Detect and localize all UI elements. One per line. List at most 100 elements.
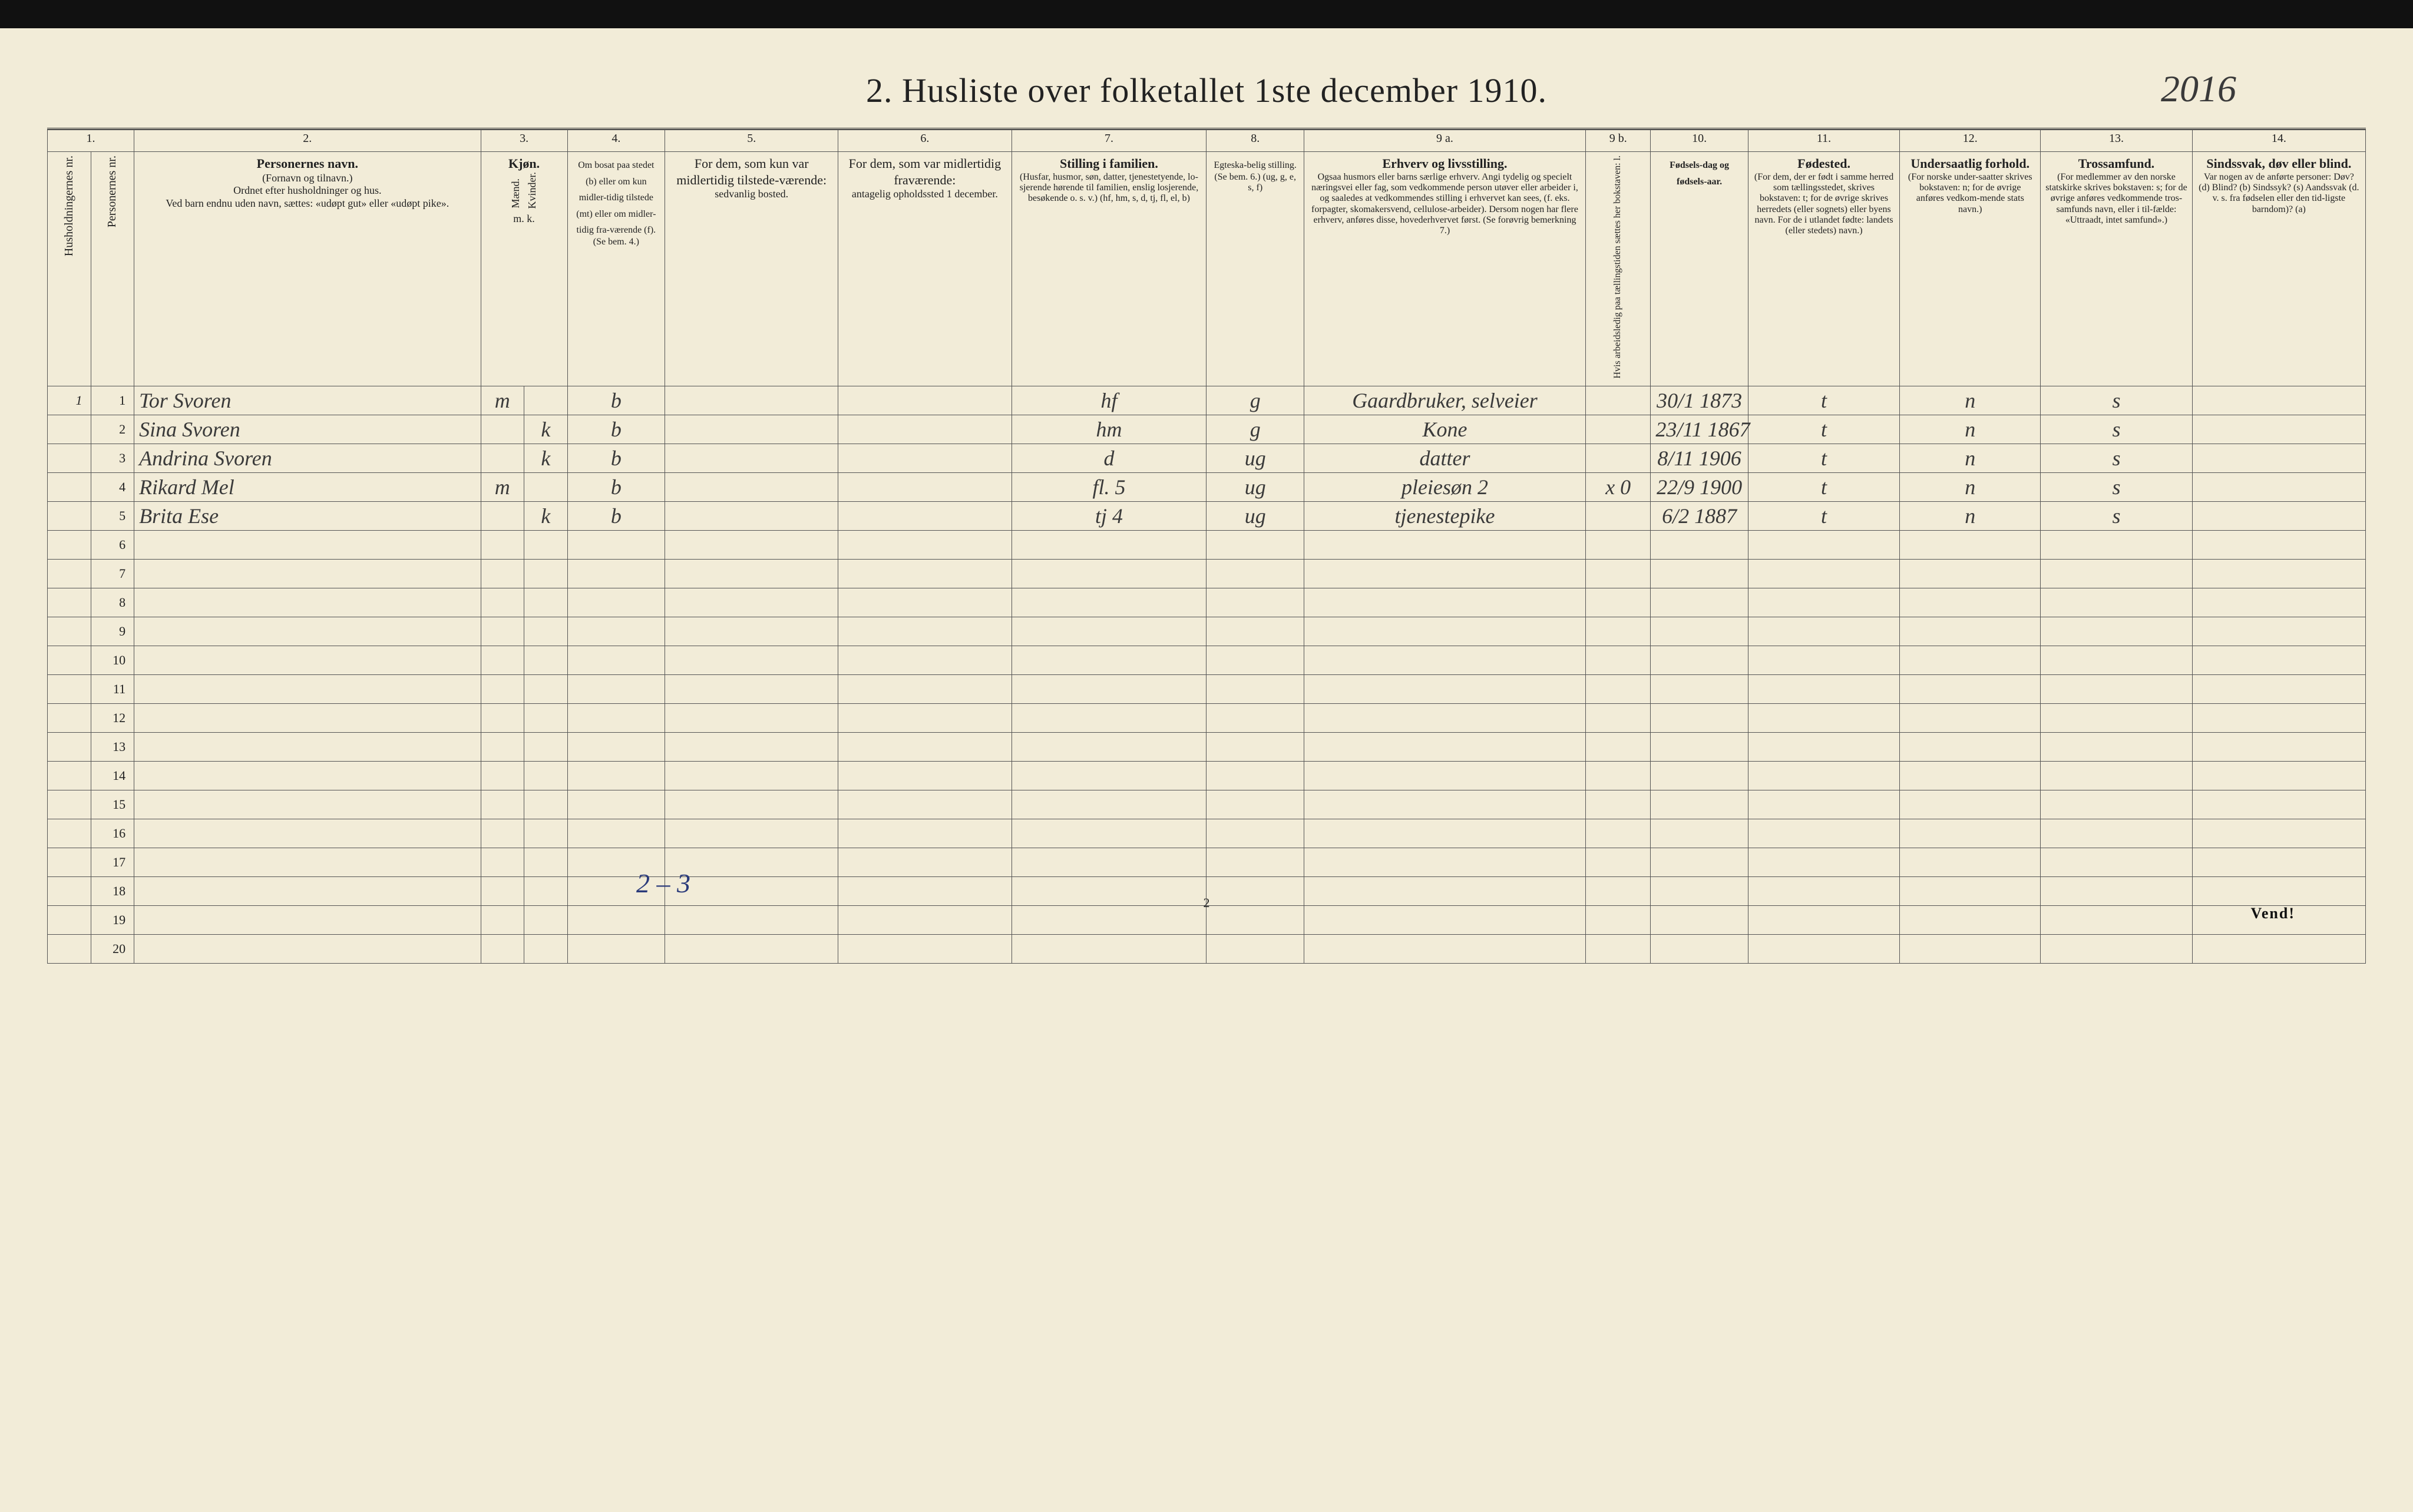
cell-name: Rikard Mel (134, 473, 481, 502)
cell-unemployed (1586, 386, 1651, 415)
cell-religion: s (2041, 502, 2192, 531)
cell-household-nr (48, 617, 91, 646)
cell-empty (665, 646, 838, 675)
cell-empty (481, 617, 524, 646)
cell-empty (567, 935, 665, 964)
table-row: 7 (48, 560, 2366, 588)
cell-empty (1900, 704, 2041, 733)
header-occupation-sub: Ogsaa husmors eller barns særlige erhver… (1309, 172, 1581, 237)
cell-temp-present (665, 502, 838, 531)
cell-empty (524, 646, 568, 675)
cell-empty (134, 531, 481, 560)
header-temp-absent-title: For dem, som var midlertidig fraværende: (849, 156, 1001, 187)
cell-temp-absent (838, 473, 1012, 502)
cell-person-nr: 2 (91, 415, 134, 444)
cell-household-nr (48, 646, 91, 675)
colnum-5: 5. (665, 130, 838, 152)
header-household-nr: Husholdningernes nr. (48, 152, 91, 386)
header-birthplace-title: Fødested. (1797, 156, 1850, 171)
cell-person-nr: 9 (91, 617, 134, 646)
cell-empty (2041, 935, 2192, 964)
cell-nationality: n (1900, 473, 2041, 502)
cell-empty (1304, 935, 1585, 964)
colnum-10: 10. (1651, 130, 1748, 152)
cell-empty (1586, 617, 1651, 646)
cell-empty (1900, 531, 2041, 560)
sheet: 2. Husliste over folketallet 1ste decemb… (47, 71, 2366, 964)
cell-empty (524, 560, 568, 588)
cell-empty (1748, 617, 1899, 646)
cell-empty (2192, 848, 2365, 877)
cell-empty (665, 675, 838, 704)
header-marital: Egteska-belig stilling. (Se bem. 6.) (ug… (1206, 152, 1304, 386)
cell-empty (665, 531, 838, 560)
cell-empty (1900, 877, 2041, 906)
table-row: 6 (48, 531, 2366, 560)
cell-empty (134, 848, 481, 877)
cell-empty (1748, 877, 1899, 906)
header-household-nr-text: Husholdningernes nr. (62, 155, 77, 256)
cell-religion: s (2041, 473, 2192, 502)
cell-empty (1012, 877, 1206, 906)
cell-sex-m: m (481, 473, 524, 502)
header-sex-m: Mænd. (509, 178, 523, 209)
cell-empty (665, 762, 838, 790)
cell-empty (1012, 819, 1206, 848)
colnum-7: 7. (1012, 130, 1206, 152)
cell-sex-k: k (524, 415, 568, 444)
cell-birthdate: 8/11 1906 (1651, 444, 1748, 473)
cell-nationality: n (1900, 444, 2041, 473)
cell-empty (2192, 560, 2365, 588)
cell-empty (1748, 531, 1899, 560)
cell-empty (1206, 877, 1304, 906)
cell-disability (2192, 386, 2365, 415)
cell-sex-k (524, 473, 568, 502)
cell-empty (567, 560, 665, 588)
cell-empty (838, 588, 1012, 617)
cell-household-nr (48, 415, 91, 444)
cell-residence: b (567, 415, 665, 444)
cell-household-nr (48, 675, 91, 704)
cell-empty (1304, 877, 1585, 906)
cell-empty (1304, 588, 1585, 617)
cell-empty (2041, 790, 2192, 819)
cell-occupation: tjenestepike (1304, 502, 1585, 531)
cell-person-nr: 7 (91, 560, 134, 588)
cell-empty (1586, 848, 1651, 877)
table-row: 2Sina SvorenkbhmgKone23/11 1867tns (48, 415, 2366, 444)
cell-sex-m (481, 415, 524, 444)
scan-top-border (0, 0, 2413, 28)
cell-empty (1748, 704, 1899, 733)
cell-empty (1748, 733, 1899, 762)
header-marital-title: Egteska-belig stilling. (1214, 160, 1297, 170)
table-row: 15 (48, 790, 2366, 819)
table-row: 11 (48, 675, 2366, 704)
cell-empty (1206, 560, 1304, 588)
cell-household-nr (48, 819, 91, 848)
cell-empty (2041, 560, 2192, 588)
cell-empty (2192, 588, 2365, 617)
cell-empty (1206, 848, 1304, 877)
cell-empty (2192, 877, 2365, 906)
cell-empty (1651, 790, 1748, 819)
cell-empty (2041, 617, 2192, 646)
cell-sex-k: k (524, 502, 568, 531)
cell-disability (2192, 415, 2365, 444)
cell-household-nr (48, 877, 91, 906)
cell-person-nr: 4 (91, 473, 134, 502)
cell-empty (1586, 819, 1651, 848)
header-unemployed-text: Hvis arbeidsledig paa tællingstiden sætt… (1612, 155, 1623, 379)
census-table: 1. 2. 3. 4. 5. 6. 7. 8. 9 a. 9 b. 10. 11… (47, 130, 2366, 964)
cell-birthplace: t (1748, 473, 1899, 502)
cell-empty (838, 733, 1012, 762)
header-person-nr-text: Personernes nr. (105, 155, 120, 227)
cell-empty (1012, 531, 1206, 560)
cell-empty (1651, 848, 1748, 877)
header-name-sub3: Ved barn endnu uden navn, sættes: «udøpt… (139, 197, 475, 210)
cell-name: Brita Ese (134, 502, 481, 531)
cell-empty (1304, 762, 1585, 790)
header-disability-title: Sindssvak, døv eller blind. (2206, 156, 2351, 171)
header-birthplace: Fødested. (For dem, der er født i samme … (1748, 152, 1899, 386)
cell-empty (1748, 935, 1899, 964)
cell-empty (838, 617, 1012, 646)
